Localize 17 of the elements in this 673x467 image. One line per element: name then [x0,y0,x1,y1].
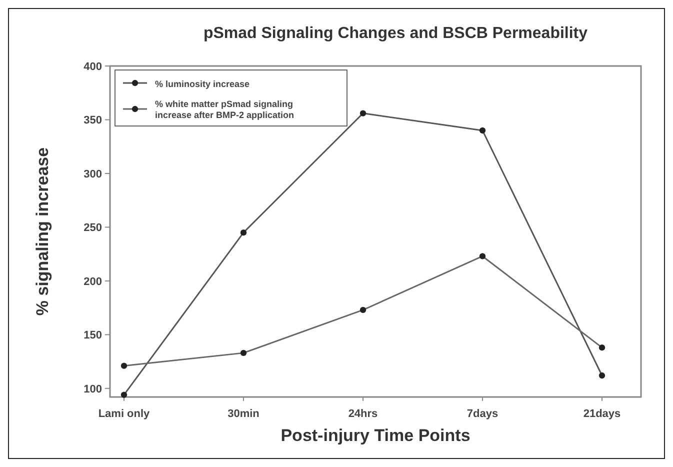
y-tick-label: 150 [84,330,102,342]
x-axis-title: Post-injury Time Points [280,426,470,445]
y-tick-label: 400 [84,61,102,73]
legend-label: % white matter pSmad signaling increase after BMP-2 application [155,99,294,120]
x-tick-label: 30min [228,408,260,420]
x-tick-label: Lami only [98,408,151,420]
y-axis-title: % signaling increase [33,147,52,316]
x-tick-label: 7days [466,408,498,420]
x-tick-label: 24hrs [348,408,378,420]
y-tick-label: 350 [84,114,102,127]
y-tick-label: 100 [84,383,102,396]
y-tick-label: 300 [84,168,102,180]
y-tick-label: 250 [84,222,102,234]
legend-label: % luminosity increase [155,79,250,89]
x-tick-label: 21days [583,408,621,420]
y-tick-label: 200 [84,276,102,288]
chart-title: pSmad Signaling Changes and BSCB Permeability [203,25,588,42]
